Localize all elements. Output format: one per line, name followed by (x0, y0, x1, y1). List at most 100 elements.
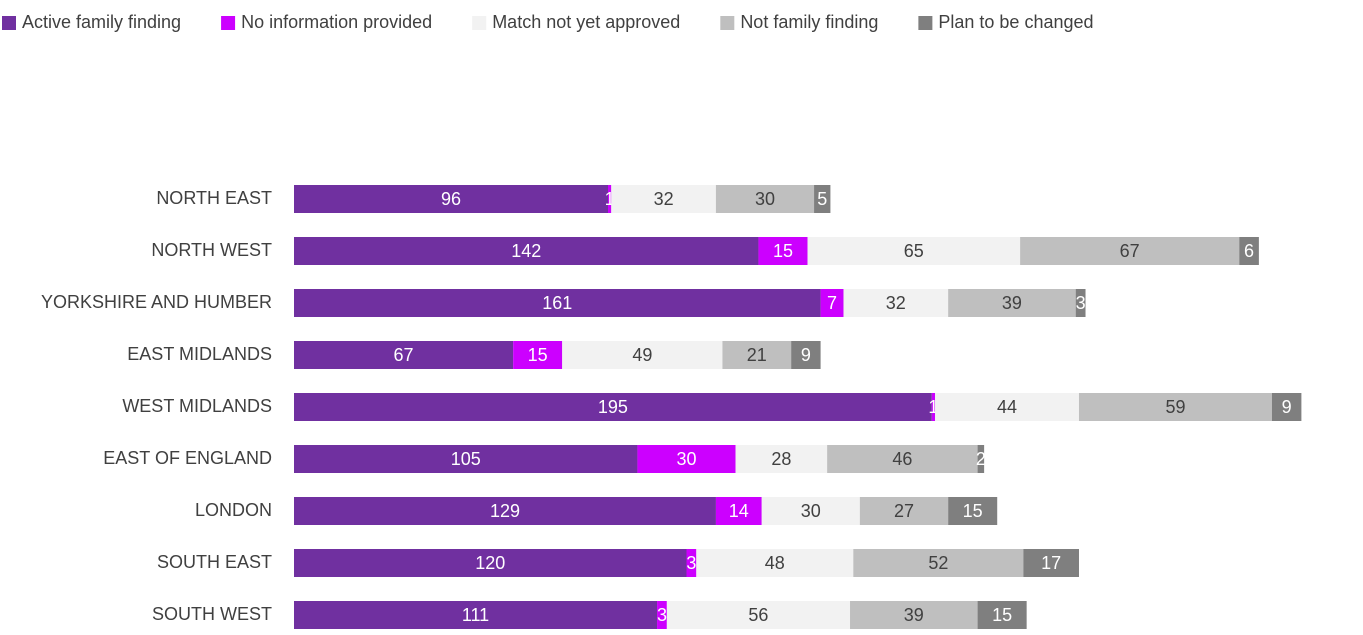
bar-segment (696, 549, 854, 577)
category-label: EAST MIDLANDS (127, 344, 272, 364)
data-label: 67 (1120, 241, 1140, 261)
bar-segment (948, 289, 1076, 317)
bar-segment (294, 289, 821, 317)
category-label: WEST MIDLANDS (122, 396, 272, 416)
bar-segment (1023, 549, 1079, 577)
data-label: 27 (894, 501, 914, 521)
data-label: 105 (451, 449, 481, 469)
bar-segment (827, 445, 978, 473)
data-label: 142 (511, 241, 541, 261)
bar-segment (820, 289, 844, 317)
data-label: 1 (605, 189, 615, 209)
bar-segment (1239, 237, 1259, 265)
data-label: 9 (801, 345, 811, 365)
data-label: 67 (394, 345, 414, 365)
bar-segment (977, 601, 1027, 629)
data-label: 1 (928, 397, 938, 417)
bar-segment (935, 393, 1079, 421)
bar-segment (294, 185, 608, 213)
bar-segment (850, 601, 978, 629)
data-label: 129 (490, 501, 520, 521)
data-label: 15 (773, 241, 793, 261)
bar-segment (853, 549, 1024, 577)
bar-segment (977, 445, 985, 473)
bar-segment (294, 549, 687, 577)
legend-label: Not family finding (740, 12, 878, 32)
bar-segment (666, 601, 851, 629)
category-label: SOUTH EAST (157, 552, 272, 572)
data-label: 96 (441, 189, 461, 209)
bar-segment (722, 341, 792, 369)
data-label: 46 (892, 449, 912, 469)
bar-segment (735, 445, 828, 473)
bar-segment (791, 341, 821, 369)
data-label: 30 (755, 189, 775, 209)
data-label: 3 (1076, 293, 1086, 313)
legend-swatch (720, 16, 735, 30)
bar-segment (843, 289, 949, 317)
bar-segment (294, 341, 514, 369)
bar-segment (611, 185, 716, 213)
data-label: 120 (475, 553, 505, 573)
data-label: 195 (598, 397, 628, 417)
legend-swatch (472, 16, 487, 30)
data-label: 56 (748, 605, 768, 625)
data-label: 39 (1002, 293, 1022, 313)
bar-segment (715, 497, 762, 525)
bar-segment (294, 237, 759, 265)
data-label: 161 (542, 293, 572, 313)
data-label: 3 (657, 605, 667, 625)
data-label: 49 (632, 345, 652, 365)
bar-segment (562, 341, 723, 369)
data-label: 52 (928, 553, 948, 573)
data-label: 48 (765, 553, 785, 573)
data-label: 14 (729, 501, 749, 521)
data-label: 2 (976, 449, 986, 469)
data-label: 39 (904, 605, 924, 625)
bar-segment (761, 497, 860, 525)
bar-segment (931, 393, 936, 421)
data-label: 15 (528, 345, 548, 365)
bar-segment (686, 549, 697, 577)
data-label: 111 (462, 605, 489, 625)
bar-segment (758, 237, 808, 265)
bar-segment (1020, 237, 1240, 265)
data-label: 44 (997, 397, 1017, 417)
bar-segment (859, 497, 949, 525)
legend-label: Match not yet approved (492, 12, 680, 32)
bar-segment (513, 341, 563, 369)
data-label: 32 (886, 293, 906, 313)
legend-label: No information provided (241, 12, 432, 32)
bar-segment (814, 185, 831, 213)
bar-segment (294, 601, 658, 629)
bar-segment (294, 393, 932, 421)
category-label: NORTH WEST (151, 240, 272, 260)
data-label: 9 (1282, 397, 1292, 417)
legend-swatch (221, 16, 236, 30)
category-label: YORKSHIRE AND HUMBER (41, 292, 272, 312)
data-label: 65 (904, 241, 924, 261)
data-label: 6 (1244, 241, 1254, 261)
bar-segment (715, 185, 815, 213)
legend-label: Plan to be changed (938, 12, 1093, 32)
bar-segment (1075, 289, 1086, 317)
data-label: 15 (992, 605, 1012, 625)
data-label: 3 (686, 553, 696, 573)
legend-label: Active family finding (22, 12, 181, 32)
data-label: 30 (676, 449, 696, 469)
bar-segment (607, 185, 612, 213)
data-label: 17 (1041, 553, 1061, 573)
bar-segment (637, 445, 736, 473)
data-label: 21 (747, 345, 767, 365)
legend-swatch (2, 16, 16, 30)
bar-segment (1078, 393, 1272, 421)
bar-segment (948, 497, 998, 525)
bar-segment (294, 497, 716, 525)
bar-segment (657, 601, 667, 629)
data-label: 15 (963, 501, 983, 521)
bar-segment (1271, 393, 1302, 421)
bar-segment (294, 445, 638, 473)
data-label: 59 (1165, 397, 1185, 417)
category-label: LONDON (195, 500, 272, 520)
